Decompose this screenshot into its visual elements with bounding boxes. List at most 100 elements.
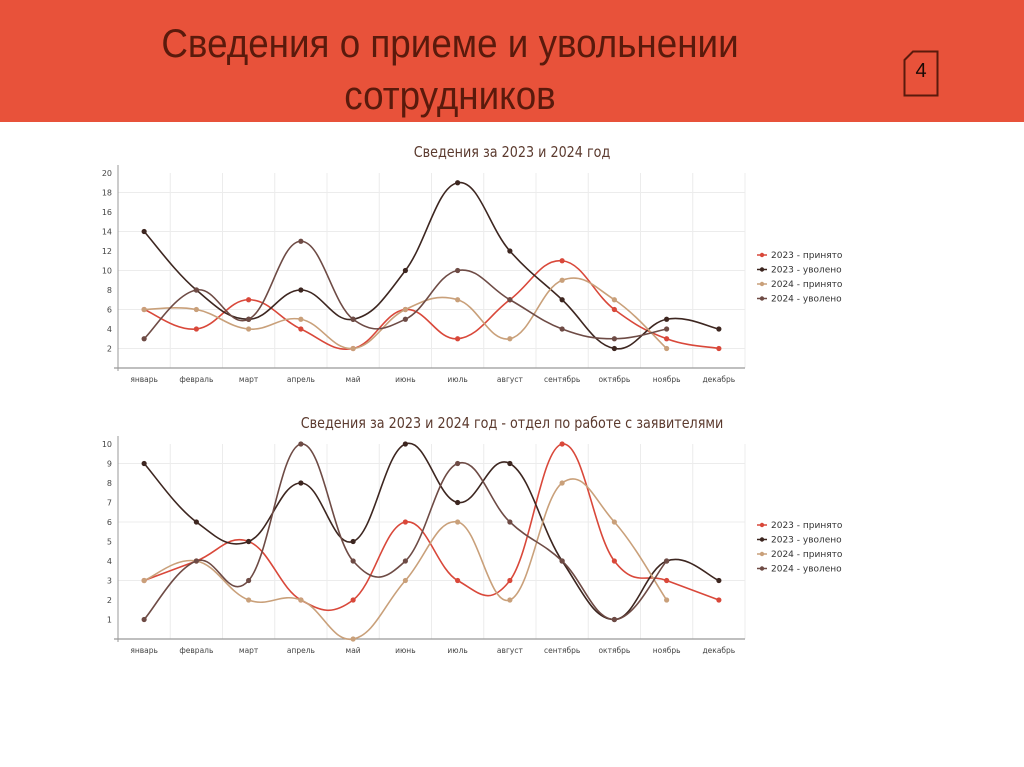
data-point [350,558,356,564]
series-line [141,441,670,623]
data-point [611,558,617,564]
data-point [298,316,304,322]
data-point [559,258,565,264]
y-tick-label: 12 [102,247,112,256]
data-point [559,480,565,486]
data-point [298,480,304,486]
chart1-title: Сведения за 2023 и 2024 год [413,143,611,161]
data-point [402,267,408,274]
data-point [716,597,722,603]
legend-item: 2024 - уволено [757,295,842,305]
data-point [559,277,565,283]
x-tick-label: ноябрь [653,375,681,384]
data-point [193,558,199,564]
legend-item: 2024 - принято [757,280,843,290]
data-point [716,345,722,352]
data-point [246,326,252,332]
y-tick-label: 4 [107,325,112,334]
data-point [141,577,147,584]
data-point [507,336,513,342]
data-point [664,597,670,603]
data-point [559,558,565,564]
y-tick-label: 8 [107,479,112,488]
data-point [559,297,565,303]
data-point [298,597,304,603]
y-tick-label: 10 [102,267,112,276]
data-point [246,316,252,322]
page-number-badge: 4 [903,50,939,97]
data-point [141,460,147,467]
data-point [664,336,670,342]
x-tick-label: апрель [287,646,315,655]
data-point [664,577,670,584]
x-tick-label: июль [447,646,467,655]
x-tick-label: январь [130,375,158,384]
legend-item: 2023 - уволено [757,266,842,276]
data-point [455,519,461,525]
x-tick-label: июнь [395,375,416,384]
data-point [193,287,199,293]
legend-item: 2024 - уволено [757,565,842,575]
data-point [664,558,670,564]
slide-title-line1: Сведения о приеме и увольнении [161,22,739,66]
x-tick-label: декабрь [703,646,736,655]
y-tick-label: 6 [107,306,112,315]
data-point [507,297,513,303]
data-point [507,597,513,603]
data-point [507,248,513,254]
y-tick-label: 10 [102,440,112,449]
svg-text:2023 - принято: 2023 - принято [771,251,843,261]
data-point [141,336,147,342]
y-tick-label: 16 [102,208,112,217]
x-tick-label: май [346,375,361,384]
series-line [141,238,670,342]
slide-title-line2: сотрудников [344,74,556,118]
data-point [402,306,408,313]
y-tick-label: 2 [107,345,112,354]
x-tick-label: сентябрь [544,375,580,384]
x-tick-label: октябрь [598,646,630,655]
chart2-title: Сведения за 2023 и 2024 год - отдел по р… [300,414,724,432]
data-point [611,336,617,342]
legend-item: 2024 - принято [757,550,843,560]
legend-item: 2023 - принято [757,251,843,261]
y-tick-label: 9 [107,460,112,469]
data-point [141,228,147,235]
data-point [350,597,356,603]
data-point [298,441,304,447]
legend-item: 2023 - принято [757,521,843,531]
data-point [455,460,461,467]
data-point [246,297,252,303]
data-point [559,441,565,447]
y-tick-label: 1 [107,616,112,625]
data-point [298,326,304,332]
data-point [350,316,356,322]
y-tick-label: 18 [102,189,112,198]
x-tick-label: май [346,646,361,655]
x-tick-label: июнь [395,646,416,655]
svg-text:2024 - принято: 2024 - принято [771,550,843,560]
data-point [611,297,617,303]
x-tick-label: март [239,375,259,384]
data-point [193,326,199,332]
y-tick-label: 14 [102,228,112,237]
y-tick-label: 4 [107,557,112,566]
data-point [402,441,408,447]
page-frame-icon [903,50,939,97]
page-number: 4 [915,60,927,82]
chart-hiring-firing-applicants-dept: 1 2 3 4 5 6 7 8 9 10 январь февраль март апрель май июн… [102,436,843,655]
data-point [611,306,617,313]
data-point [507,460,513,467]
series-line [141,478,670,642]
data-point [455,577,461,584]
data-point [246,597,252,603]
x-tick-label: август [497,646,524,655]
y-tick-label: 6 [107,518,112,527]
data-point [507,577,513,584]
legend-item: 2023 - уволено [757,536,842,546]
data-point [507,519,513,525]
x-tick-label: октябрь [598,375,630,384]
data-point [402,558,408,564]
data-point [664,345,670,352]
data-point [141,306,147,313]
